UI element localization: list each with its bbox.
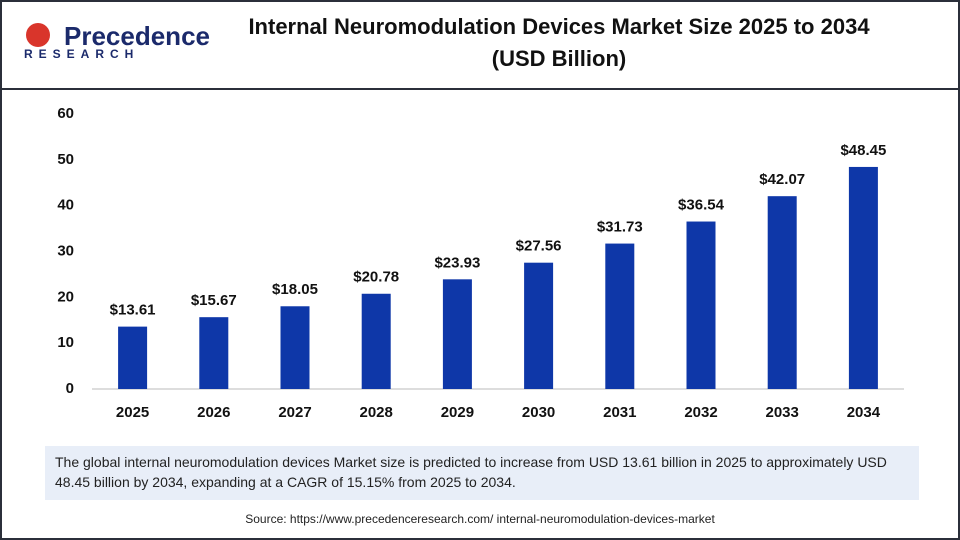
x-tick-label: 2030	[522, 404, 555, 421]
logo-icon	[26, 23, 50, 47]
bar	[686, 221, 716, 389]
y-tick-label: 40	[57, 197, 74, 214]
bar	[361, 293, 391, 389]
value-label: $13.61	[110, 302, 156, 319]
x-tick-label: 2033	[766, 404, 799, 421]
y-tick-label: 50	[57, 151, 74, 168]
bar	[605, 243, 635, 389]
value-label: $20.78	[353, 269, 399, 286]
x-tick-label: 2028	[360, 404, 393, 421]
value-label: $15.67	[191, 292, 237, 309]
bar	[848, 166, 878, 389]
value-label: $48.45	[840, 142, 886, 159]
x-tick-label: 2027	[278, 404, 311, 421]
bar	[524, 262, 554, 389]
chart-subtitle: (USD Billion)	[492, 46, 626, 71]
note: The global internal neuromodulation devi…	[45, 446, 919, 500]
x-tick-label: 2025	[116, 404, 149, 421]
x-tick-label: 2026	[197, 404, 230, 421]
value-label: $36.54	[678, 196, 725, 213]
y-tick-label: 30	[57, 242, 74, 259]
value-label: $23.93	[434, 254, 480, 271]
x-tick-label: 2029	[441, 404, 474, 421]
chart-title: Internal Neuromodulation Devices Market …	[248, 14, 870, 39]
bar	[442, 279, 472, 389]
value-label: $42.07	[759, 171, 805, 188]
logo-tagline: RESEARCH	[24, 47, 139, 61]
y-tick-label: 10	[57, 334, 74, 351]
logo-name: Precedence	[64, 21, 210, 51]
value-label: $27.56	[516, 238, 562, 255]
bar	[118, 326, 148, 389]
y-tick-label: 20	[57, 288, 74, 305]
value-label: $18.05	[272, 281, 318, 298]
y-tick-label: 0	[66, 380, 74, 397]
bar	[199, 317, 229, 389]
x-tick-label: 2031	[603, 404, 636, 421]
source: Source: https://www.precedenceresearch.c…	[245, 512, 715, 526]
x-tick-label: 2032	[684, 404, 717, 421]
y-tick-label: 60	[57, 105, 74, 122]
value-label: $31.73	[597, 219, 643, 236]
bar	[280, 306, 310, 389]
bar	[767, 196, 797, 389]
x-tick-label: 2034	[847, 404, 881, 421]
